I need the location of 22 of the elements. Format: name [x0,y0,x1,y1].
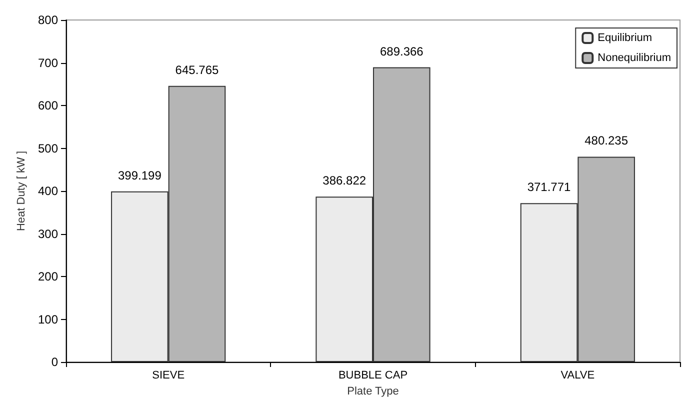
data-label: 480.235 [584,134,628,148]
x-tick-label: BUBBLE CAP [338,370,408,382]
legend-label: Equilibrium [598,32,652,44]
data-label: 645.765 [175,62,219,77]
legend-label: Nonequilibrium [598,52,672,64]
y-tick-label: 0 [51,355,58,369]
x-axis-title: Plate Type [347,386,399,398]
y-tick-label: 600 [38,98,58,112]
data-label: 399.199 [118,168,162,182]
data-label: 386.822 [322,174,366,188]
y-tick-label: 100 [38,312,58,326]
y-tick-label: 700 [38,56,58,70]
y-axis-title: Heat Duty [ kW ] [16,150,28,232]
y-tick-label: 200 [38,270,58,284]
y-tick-label: 400 [38,184,58,198]
y-tick-label: 800 [38,13,58,27]
data-label: 689.366 [380,44,424,58]
x-tick-label: SIEVE [152,370,185,382]
y-tick-label: 300 [38,226,58,241]
y-tick-label: 500 [38,141,58,156]
data-label: 371.771 [527,180,572,194]
x-tick-label: VALVE [560,370,595,382]
